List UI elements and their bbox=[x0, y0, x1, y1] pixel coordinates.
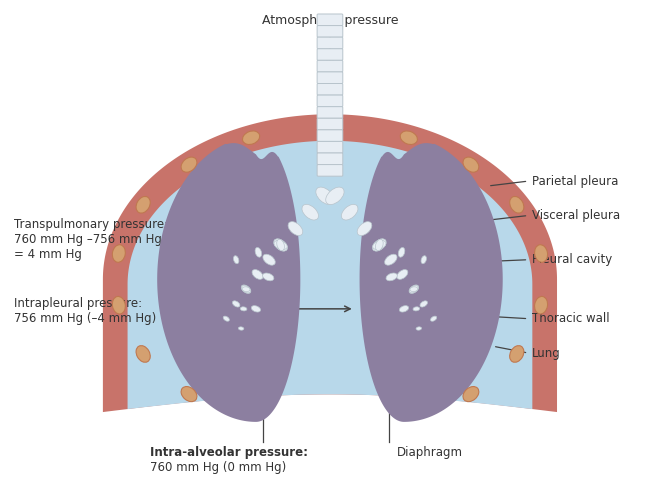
Ellipse shape bbox=[509, 346, 524, 362]
Text: Lung: Lung bbox=[532, 347, 561, 360]
Ellipse shape bbox=[274, 241, 287, 249]
Ellipse shape bbox=[136, 346, 150, 362]
Ellipse shape bbox=[535, 296, 548, 314]
Ellipse shape bbox=[342, 205, 358, 220]
Text: Pleural cavity: Pleural cavity bbox=[532, 253, 613, 266]
Ellipse shape bbox=[232, 301, 240, 307]
Ellipse shape bbox=[277, 239, 285, 251]
FancyBboxPatch shape bbox=[317, 153, 343, 165]
Ellipse shape bbox=[242, 131, 260, 144]
Polygon shape bbox=[157, 143, 300, 422]
Ellipse shape bbox=[302, 205, 319, 220]
FancyBboxPatch shape bbox=[317, 37, 343, 49]
Ellipse shape bbox=[373, 239, 386, 251]
Text: Parietal pleura: Parietal pleura bbox=[532, 174, 618, 188]
Text: Intrapleural pressure:: Intrapleural pressure: bbox=[14, 297, 142, 310]
Ellipse shape bbox=[252, 270, 263, 279]
Ellipse shape bbox=[430, 316, 437, 321]
Ellipse shape bbox=[400, 306, 409, 312]
FancyBboxPatch shape bbox=[317, 72, 343, 84]
Text: 756 mm Hg (–4 mm Hg): 756 mm Hg (–4 mm Hg) bbox=[14, 312, 156, 325]
FancyBboxPatch shape bbox=[317, 95, 343, 106]
Ellipse shape bbox=[316, 187, 334, 205]
Ellipse shape bbox=[463, 157, 479, 172]
Ellipse shape bbox=[373, 241, 386, 249]
Ellipse shape bbox=[136, 196, 150, 213]
Ellipse shape bbox=[240, 307, 247, 311]
Ellipse shape bbox=[420, 301, 428, 307]
FancyBboxPatch shape bbox=[317, 84, 343, 95]
Text: Visceral pleura: Visceral pleura bbox=[532, 209, 620, 222]
Ellipse shape bbox=[263, 254, 276, 265]
Text: 760 mm Hg –756 mm Hg: 760 mm Hg –756 mm Hg bbox=[14, 233, 162, 246]
Ellipse shape bbox=[410, 287, 418, 292]
Ellipse shape bbox=[397, 270, 408, 279]
FancyBboxPatch shape bbox=[317, 106, 343, 118]
Text: Transpulmonary pressure:: Transpulmonary pressure: bbox=[14, 218, 168, 231]
Ellipse shape bbox=[421, 256, 426, 264]
Text: Diaphragm: Diaphragm bbox=[397, 447, 463, 459]
Ellipse shape bbox=[181, 157, 197, 172]
Ellipse shape bbox=[263, 273, 274, 281]
Text: = 4 mm Hg: = 4 mm Hg bbox=[14, 248, 82, 261]
Text: Thoracic wall: Thoracic wall bbox=[532, 312, 610, 325]
Ellipse shape bbox=[255, 247, 262, 257]
Polygon shape bbox=[360, 143, 503, 422]
Ellipse shape bbox=[181, 386, 197, 401]
Ellipse shape bbox=[413, 307, 420, 311]
Ellipse shape bbox=[372, 239, 386, 251]
FancyBboxPatch shape bbox=[317, 141, 343, 153]
Ellipse shape bbox=[241, 285, 251, 294]
Ellipse shape bbox=[357, 222, 372, 236]
Ellipse shape bbox=[223, 316, 229, 321]
Ellipse shape bbox=[385, 254, 397, 265]
Ellipse shape bbox=[274, 239, 287, 251]
Ellipse shape bbox=[234, 256, 239, 264]
Text: 760 mm Hg (0 mm Hg): 760 mm Hg (0 mm Hg) bbox=[150, 461, 287, 474]
Ellipse shape bbox=[535, 245, 548, 262]
Polygon shape bbox=[127, 141, 532, 409]
FancyBboxPatch shape bbox=[317, 165, 343, 176]
Ellipse shape bbox=[242, 287, 250, 292]
Text: Intra-alveolar pressure:: Intra-alveolar pressure: bbox=[150, 447, 308, 459]
FancyBboxPatch shape bbox=[317, 130, 343, 141]
Ellipse shape bbox=[251, 306, 261, 312]
Ellipse shape bbox=[112, 245, 125, 262]
Ellipse shape bbox=[326, 187, 344, 205]
Ellipse shape bbox=[463, 386, 479, 401]
FancyBboxPatch shape bbox=[317, 118, 343, 130]
Ellipse shape bbox=[409, 285, 419, 294]
Ellipse shape bbox=[509, 196, 524, 213]
Ellipse shape bbox=[409, 286, 419, 293]
FancyBboxPatch shape bbox=[317, 49, 343, 60]
FancyBboxPatch shape bbox=[317, 26, 343, 37]
Ellipse shape bbox=[112, 296, 125, 314]
Ellipse shape bbox=[238, 327, 244, 330]
Ellipse shape bbox=[416, 327, 422, 330]
Ellipse shape bbox=[375, 239, 383, 251]
Ellipse shape bbox=[400, 131, 417, 144]
Polygon shape bbox=[103, 114, 557, 412]
Ellipse shape bbox=[242, 286, 251, 293]
FancyBboxPatch shape bbox=[317, 14, 343, 26]
FancyBboxPatch shape bbox=[317, 60, 343, 72]
Ellipse shape bbox=[274, 239, 287, 251]
Ellipse shape bbox=[386, 273, 397, 281]
Text: Atmospheric pressure: Atmospheric pressure bbox=[262, 14, 398, 27]
Ellipse shape bbox=[398, 247, 405, 257]
Ellipse shape bbox=[288, 222, 303, 236]
